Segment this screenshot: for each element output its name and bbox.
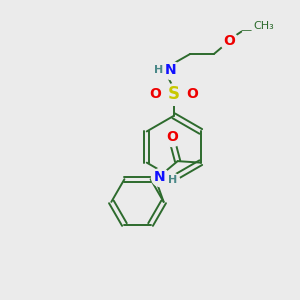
Text: —: — — [240, 25, 251, 35]
Text: CH₃: CH₃ — [253, 21, 274, 31]
Text: N: N — [154, 169, 166, 184]
Text: H: H — [168, 175, 177, 185]
Text: S: S — [168, 85, 180, 103]
Text: O: O — [166, 130, 178, 144]
Text: H: H — [154, 65, 164, 75]
Text: O: O — [149, 87, 161, 101]
Text: O: O — [224, 34, 235, 48]
Text: N: N — [165, 63, 177, 77]
Text: O: O — [186, 87, 198, 101]
